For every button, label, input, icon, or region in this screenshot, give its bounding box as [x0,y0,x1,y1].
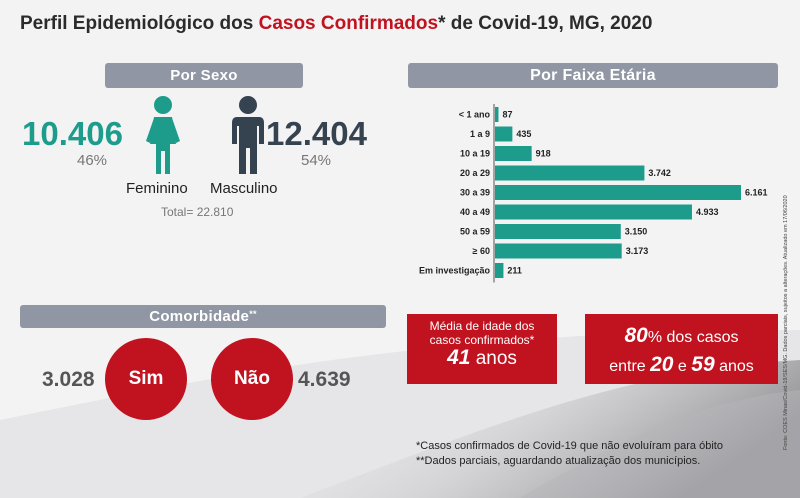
media-unit: anos [470,348,517,369]
age-bar [495,126,513,142]
masculino-pct: 54% [301,152,332,169]
category-label: Em investigação [419,266,491,276]
male-icon [232,96,264,174]
category-label: 50 a 59 [460,227,490,237]
value-label: 3.173 [626,246,649,256]
value-label: 87 [502,110,512,120]
title-highlight: Casos Confirmados [258,13,439,34]
age-bar [495,263,504,278]
media-line1: Média de idade dos [429,319,535,333]
page-title: Perfil Epidemiológico dos Casos Confirma… [20,13,653,34]
footnote-1: *Casos confirmados de Covid-19 que não e… [416,440,723,452]
sim-value: 3.028 [42,368,95,391]
category-label: 20 a 29 [460,168,490,178]
category-label: 10 a 19 [460,149,490,159]
category-label: 40 a 49 [460,207,490,217]
source-note: Fonte: COES Minas/Covid-19/SES/MG. Dados… [783,195,789,450]
age-bar [495,204,692,220]
oitenta-pct-box: 80% dos casos entre 20 e 59 anos [585,314,778,384]
media-value: 41 [447,346,471,369]
oitenta-pct: 80 [624,324,648,347]
value-label: 918 [536,149,551,159]
value-label: 6.161 [745,188,768,198]
sexo-header: Por Sexo [105,63,303,88]
age-bar [495,165,645,181]
age-bar-chart: < 1 ano 87 1 a 9 435 10 a 19 918 20 a 29 3.742 3… [419,104,768,283]
nao-value: 4.639 [298,368,351,391]
feminino-label: Feminino [126,180,188,197]
age-bar [495,107,499,122]
age-bar [495,224,621,239]
category-label: 30 a 39 [460,188,490,198]
category-label: ≥ 60 [473,246,490,256]
masculino-label: Masculino [210,180,278,197]
oitenta-from: 20 [650,353,674,376]
category-label: < 1 ano [459,110,491,120]
nao-circle: Não [211,338,293,420]
age-bar [495,243,622,259]
category-label: 1 a 9 [470,129,490,139]
media-line2: casos confirmados* [429,333,535,347]
value-label: 4.933 [696,207,719,217]
female-icon [146,96,180,174]
sim-circle: Sim [105,338,187,420]
age-bar [495,146,532,161]
masculino-value: 12.404 [266,115,367,152]
faixa-etaria-header: Por Faixa Etária [408,63,778,88]
value-label: 3.150 [625,227,648,237]
footnote-2: **Dados parciais, aguardando atualização… [416,455,701,467]
oitenta-to: 59 [691,353,715,376]
age-bar [495,185,741,200]
feminino-pct: 46% [77,152,108,169]
value-label: 3.742 [648,168,671,178]
value-label: 211 [507,266,522,276]
total-label: Total= 22.810 [161,205,234,219]
media-idade-box: Média de idade dos casos confirmados* 41… [407,314,557,384]
value-label: 435 [516,129,531,139]
feminino-value: 10.406 [22,115,123,152]
comorbidade-header: Comorbidade** [20,305,386,328]
